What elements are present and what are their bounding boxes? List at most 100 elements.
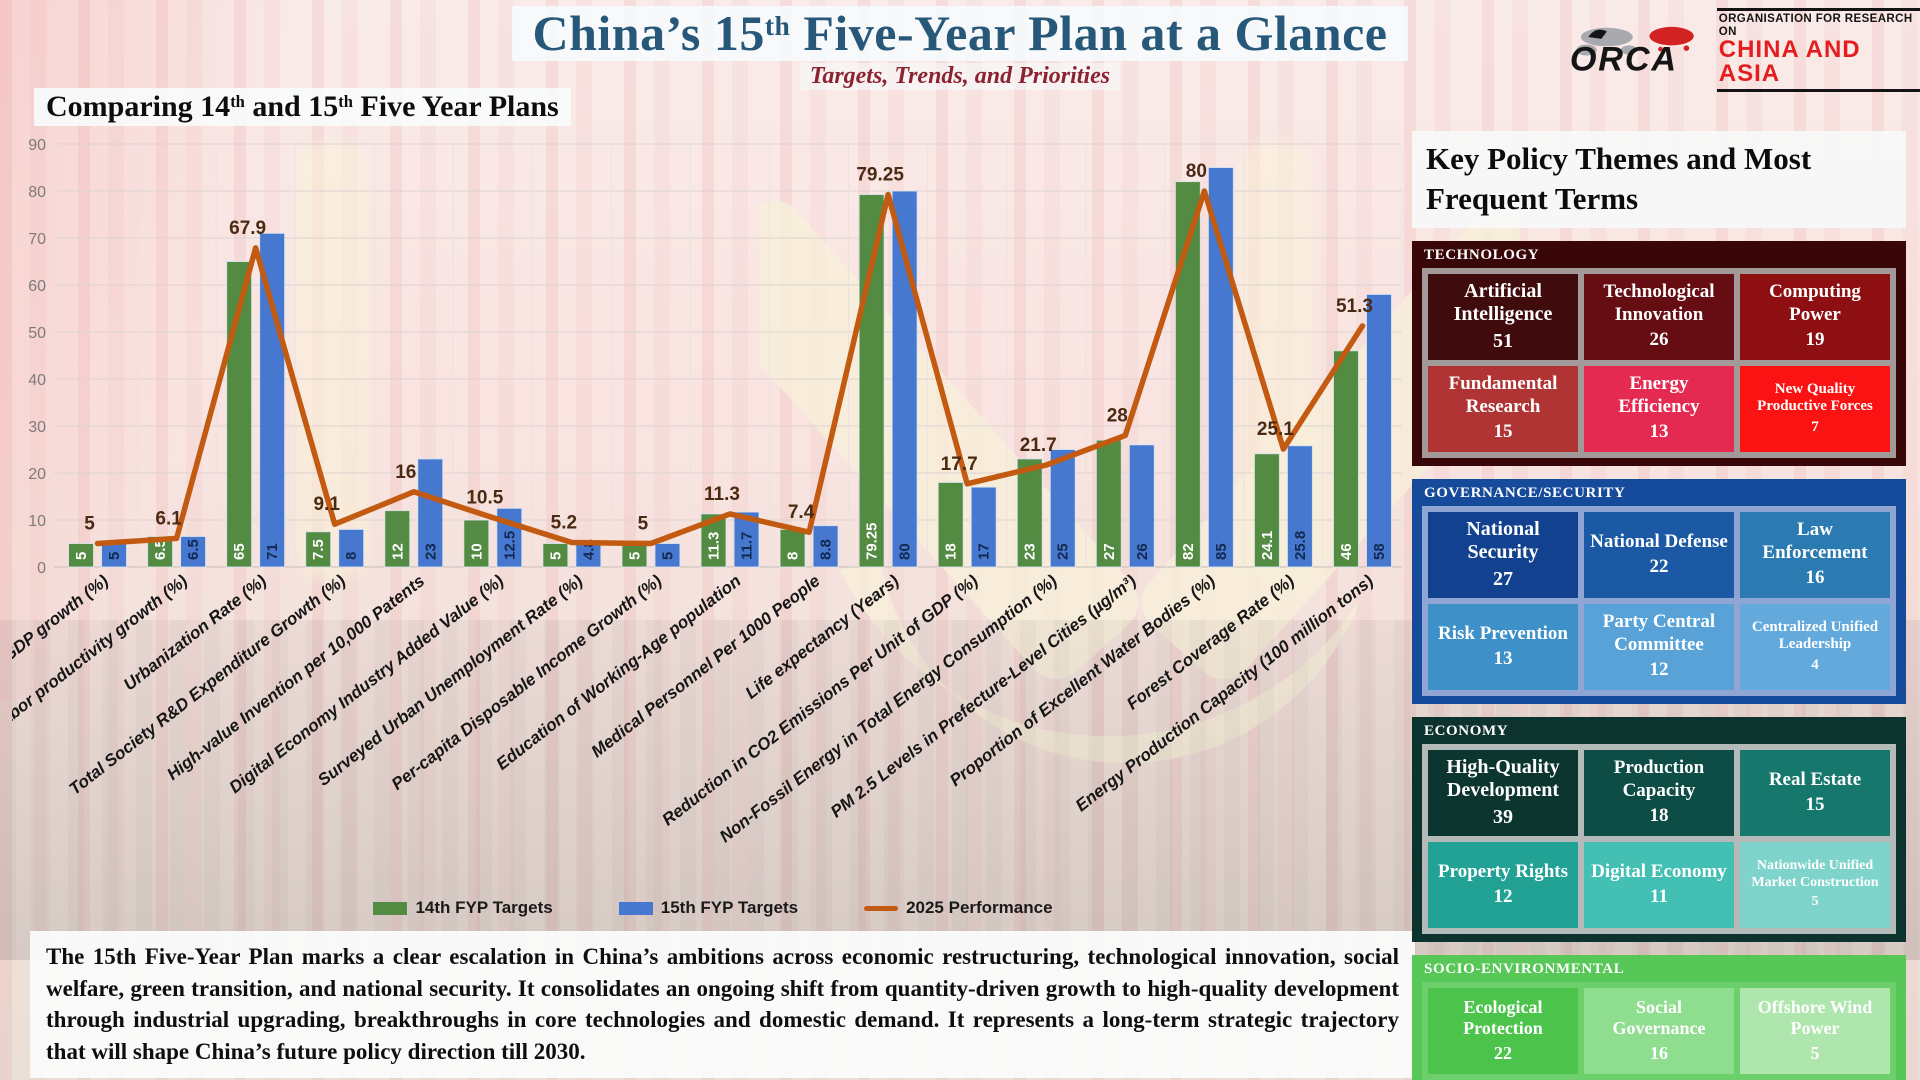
bar-15th-fyp — [180, 535, 207, 568]
theme-tile-value: 39 — [1493, 805, 1513, 828]
theme-tile-label: Fundamental Research — [1448, 373, 1558, 417]
bar-15th-fyp — [1049, 449, 1076, 568]
theme-section-governance-security: GOVERNANCE/SECURITY National Security 27 Na… — [1412, 478, 1906, 704]
theme-tile: Nationwide Unified Market Construction 5 — [1740, 841, 1890, 928]
theme-tile-label: Nationwide Unified Market Construction — [1751, 858, 1879, 890]
theme-tile-label: Risk Prevention — [1437, 622, 1568, 644]
theme-tile: Offshore Wind Power 5 — [1740, 987, 1890, 1074]
bar-value-label: 18 — [943, 543, 960, 560]
theme-tile-grid: Ecological Protection 22 Social Governance… — [1422, 981, 1896, 1080]
bar-value-label: 11.7 — [739, 532, 756, 560]
bar-14th-fyp — [1016, 458, 1043, 568]
bar-value-label: 11.3 — [706, 532, 723, 560]
bar-value-label: 27 — [1101, 543, 1118, 560]
page-title: China’s 15th Five-Year Plan at a Glance — [512, 6, 1408, 61]
y-axis-tick-label: 0 — [37, 560, 46, 577]
category-label: Energy Production Capacity (100 million … — [1072, 571, 1377, 815]
bar-14th-fyp — [779, 528, 806, 568]
page-subtitle: Targets, Trends, and Priorities — [799, 63, 1121, 90]
theme-tile-label: Social Governance — [1612, 997, 1706, 1039]
bar-15th-fyp — [733, 511, 760, 568]
theme-tile-value: 22 — [1649, 556, 1669, 578]
theme-section-label: TECHNOLOGY — [1424, 246, 1540, 263]
bar-value-label: 23 — [422, 543, 439, 560]
bar-value-label: 65 — [231, 543, 248, 560]
theme-tile: Party Central Committee 12 — [1584, 603, 1734, 690]
theme-tile-label: Digital Economy — [1591, 860, 1727, 882]
bar-value-label: 17 — [976, 543, 993, 560]
summary-paragraph: The 15th Five-Year Plan marks a clear es… — [30, 931, 1415, 1078]
themes-heading: Key Policy Themes and Most Frequent Term… — [1412, 131, 1906, 228]
bar-15th-fyp — [654, 543, 681, 568]
bar-14th-fyp — [937, 481, 964, 568]
legend-line-swatch — [864, 905, 899, 911]
line-value-label: 11.3 — [704, 484, 740, 505]
theme-section-economy: ECONOMY High-Quality Development 39 Product… — [1412, 716, 1906, 942]
y-axis-tick-label: 90 — [28, 137, 46, 154]
legend-item: 14th FYP Targets — [373, 898, 553, 918]
chart-heading-text: Comparing 14 — [46, 90, 231, 123]
bar-value-label: 79.25 — [864, 522, 881, 560]
theme-tile-value: 22 — [1494, 1042, 1512, 1063]
category-label: Per-capita Disposable Income Growth (%) — [388, 571, 666, 794]
theme-tile: Computing Power 19 — [1740, 273, 1890, 360]
line-value-label: 6.1 — [155, 508, 182, 529]
comparison-chart: 0 10 20 30 40 50 60 70 80 90 5 6.5 65 7.5 12 10 5 5 11.3 8 7… — [12, 137, 1403, 846]
line-value-label: 17.7 — [941, 454, 978, 475]
bar-value-label: 82 — [1180, 543, 1197, 560]
orca-logo: ORCA ORGANISATION FOR RESEARCH ON CHINA … — [1568, 8, 1920, 93]
chart-heading: Comparing 14th and 15th Five Year Plans — [34, 88, 571, 126]
theme-tile-value: 51 — [1493, 329, 1513, 352]
legend-bar-swatch — [618, 901, 653, 915]
bar-15th-fyp — [259, 232, 286, 568]
theme-tile-value: 15 — [1493, 421, 1513, 443]
theme-tile: High-Quality Development 39 — [1428, 749, 1578, 836]
page-title-sup: th — [764, 9, 791, 41]
line-value-label: 67.9 — [229, 218, 266, 239]
legend-item: 2025 Performance — [864, 898, 1053, 918]
bar-value-label: 10 — [468, 543, 485, 560]
theme-tile-label: Technological Innovation — [1603, 281, 1715, 325]
theme-tile-value: 13 — [1493, 648, 1513, 670]
theme-tile-label: New Quality Productive Forces — [1757, 380, 1873, 415]
theme-tile-value: 12 — [1649, 659, 1669, 681]
bar-value-label: 7.5 — [310, 539, 327, 560]
theme-section-socio-environmental: SOCIO-ENVIRONMENTAL Ecological Protection… — [1412, 954, 1906, 1080]
theme-section-label: SOCIO-ENVIRONMENTAL — [1424, 960, 1625, 977]
legend-item: 15th FYP Targets — [618, 898, 798, 918]
theme-section-label: GOVERNANCE/SECURITY — [1424, 484, 1626, 501]
bar-value-label: 5 — [106, 552, 123, 560]
bar-15th-fyp — [1128, 444, 1155, 568]
bar-14th-fyp — [68, 543, 95, 568]
theme-tile-value: 27 — [1493, 567, 1513, 590]
theme-tile-value: 5 — [1810, 1042, 1820, 1063]
theme-tile: Property Rights 12 — [1428, 841, 1578, 928]
bar-15th-fyp — [338, 528, 365, 568]
theme-tile-value: 19 — [1805, 329, 1825, 351]
bar-14th-fyp — [1253, 453, 1280, 568]
bar-14th-fyp — [305, 531, 332, 568]
theme-tile-value: 11 — [1650, 886, 1668, 908]
line-value-label: 21.7 — [1020, 435, 1057, 456]
line-value-label: 10.5 — [466, 488, 503, 509]
bar-value-label: 24.1 — [1259, 531, 1276, 560]
theme-tile-label: Property Rights — [1438, 860, 1568, 882]
orca-logo-text: ORGANISATION FOR RESEARCH ON CHINA AND A… — [1716, 8, 1920, 93]
theme-tile-label: Artificial Intelligence — [1453, 279, 1553, 326]
theme-tile: Risk Prevention 13 — [1428, 603, 1578, 690]
bar-value-label: 6.5 — [185, 539, 202, 560]
bar-14th-fyp — [463, 519, 490, 568]
theme-tile-label: Ecological Protection — [1463, 997, 1543, 1039]
theme-tile: Social Governance 16 — [1584, 987, 1734, 1074]
line-value-label: 28 — [1107, 405, 1128, 426]
bar-value-label: 5 — [73, 552, 90, 560]
svg-text:ORCA: ORCA — [1570, 40, 1678, 78]
category-label: Life expectancy (Years) — [742, 571, 903, 703]
theme-tile-value: 16 — [1805, 567, 1825, 589]
y-axis-tick-label: 10 — [28, 513, 46, 530]
theme-tile-label: Real Estate — [1768, 768, 1862, 790]
bar-15th-fyp — [970, 486, 997, 568]
bar-value-label: 5 — [547, 552, 564, 560]
theme-tile-value: 16 — [1650, 1042, 1668, 1063]
